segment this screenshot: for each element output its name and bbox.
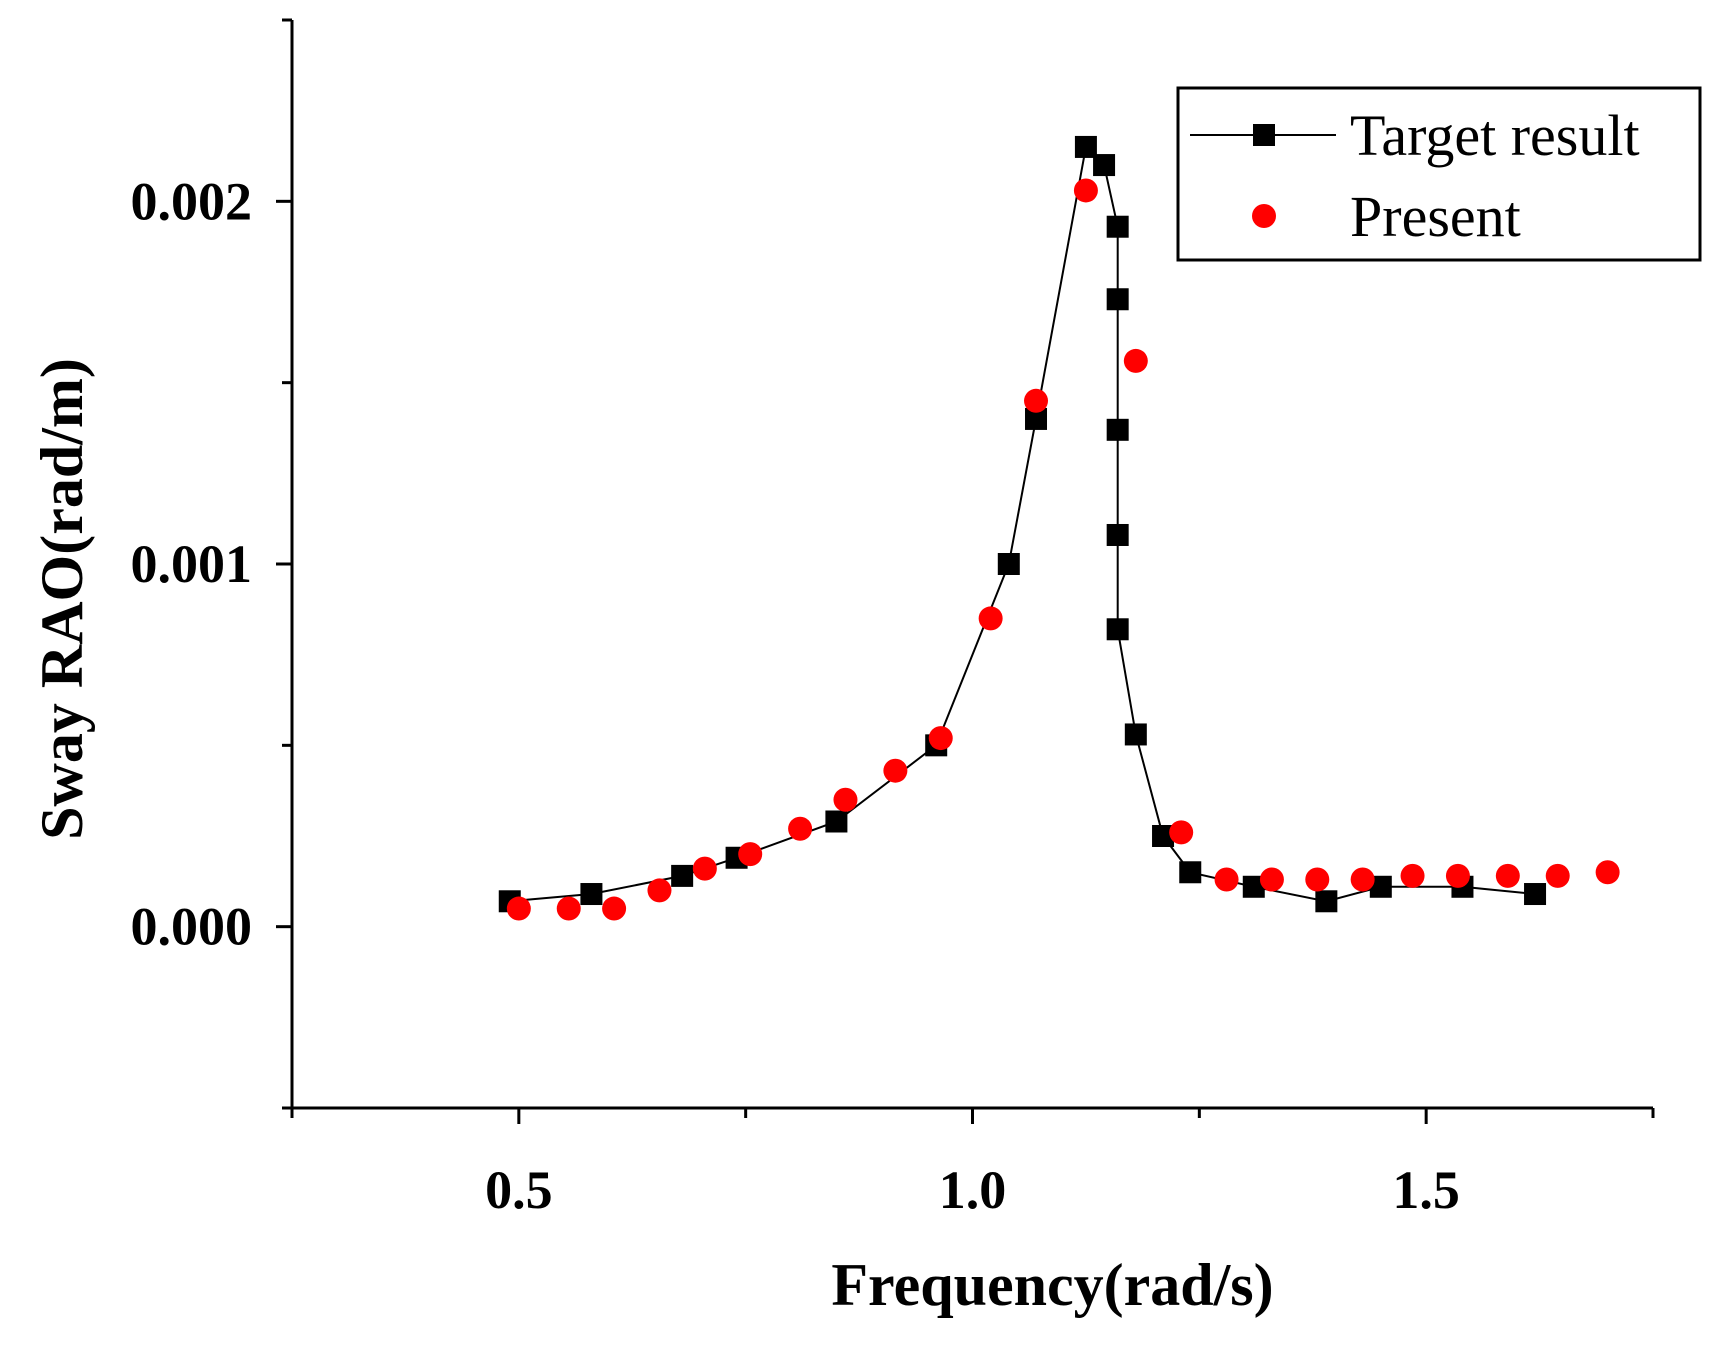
- data-point-target-result: [1369, 875, 1392, 898]
- legend: Target result Present: [1176, 86, 1702, 262]
- data-point-present: [883, 758, 908, 783]
- legend-label-target-result: Target result: [1350, 103, 1640, 168]
- data-point-target-result: [1025, 407, 1048, 430]
- data-point-target-result: [1074, 135, 1097, 158]
- data-point-present: [1305, 867, 1330, 892]
- legend-marker-present: [1252, 204, 1276, 228]
- data-point-target-result: [1524, 883, 1547, 906]
- data-point-present: [1495, 863, 1520, 888]
- data-point-present: [1445, 863, 1470, 888]
- data-point-present: [738, 842, 763, 867]
- data-point-present: [647, 878, 672, 903]
- data-point-present: [506, 896, 531, 921]
- data-point-target-result: [580, 883, 603, 906]
- data-point-target-result: [1242, 875, 1265, 898]
- legend-marker-target-result: [1253, 124, 1275, 146]
- data-point-present: [692, 856, 717, 881]
- data-point-target-result: [1124, 723, 1147, 746]
- x-axis-title: Frequency(rad/s): [831, 1252, 1273, 1318]
- data-point-present: [1400, 863, 1425, 888]
- x-tick-label: 0.5: [485, 1160, 553, 1220]
- data-point-present: [1169, 820, 1194, 845]
- ticks: 0.000 0.001 0.002 0.5 1.0 1.5: [131, 18, 1655, 1220]
- data-point-present: [978, 606, 1003, 631]
- data-point-present: [1214, 867, 1239, 892]
- data-point-target-result: [671, 864, 694, 887]
- data-point-target-result: [997, 553, 1020, 575]
- data-point-target-result: [1179, 861, 1202, 884]
- data-point-target-result: [1093, 154, 1116, 177]
- data-point-present: [1545, 863, 1570, 888]
- data-point-target-result: [1106, 523, 1129, 546]
- data-point-target-result: [1106, 215, 1129, 238]
- data-point-present: [1595, 860, 1620, 885]
- data-point-target-result: [1106, 618, 1129, 641]
- data-point-present: [1259, 867, 1284, 892]
- data-point-present: [602, 896, 627, 921]
- x-tick-label: 1.0: [939, 1160, 1007, 1220]
- data-point-target-result: [825, 810, 848, 833]
- data-point-present: [833, 787, 858, 812]
- data-point-target-result: [1106, 288, 1129, 311]
- legend-box: [1176, 86, 1702, 262]
- y-axis-title: Sway RAO(rad/m): [29, 358, 95, 840]
- x-tick-label: 1.5: [1392, 1160, 1460, 1220]
- data-point-present: [788, 816, 813, 841]
- y-tick-label: 0.001: [131, 534, 253, 594]
- legend-label-present: Present: [1350, 184, 1521, 249]
- data-point-target-result: [1315, 890, 1338, 913]
- y-tick-label: 0.002: [131, 171, 253, 231]
- y-tick-label: 0.000: [131, 897, 253, 957]
- data-point-present: [928, 726, 953, 751]
- data-point-present: [1024, 388, 1049, 413]
- data-point-present: [1073, 178, 1098, 203]
- series: [498, 135, 1620, 921]
- data-point-target-result: [1152, 825, 1175, 847]
- data-point-target-result: [1106, 418, 1129, 441]
- data-point-present: [556, 896, 581, 921]
- data-point-present: [1350, 867, 1375, 892]
- data-point-present: [1123, 348, 1148, 373]
